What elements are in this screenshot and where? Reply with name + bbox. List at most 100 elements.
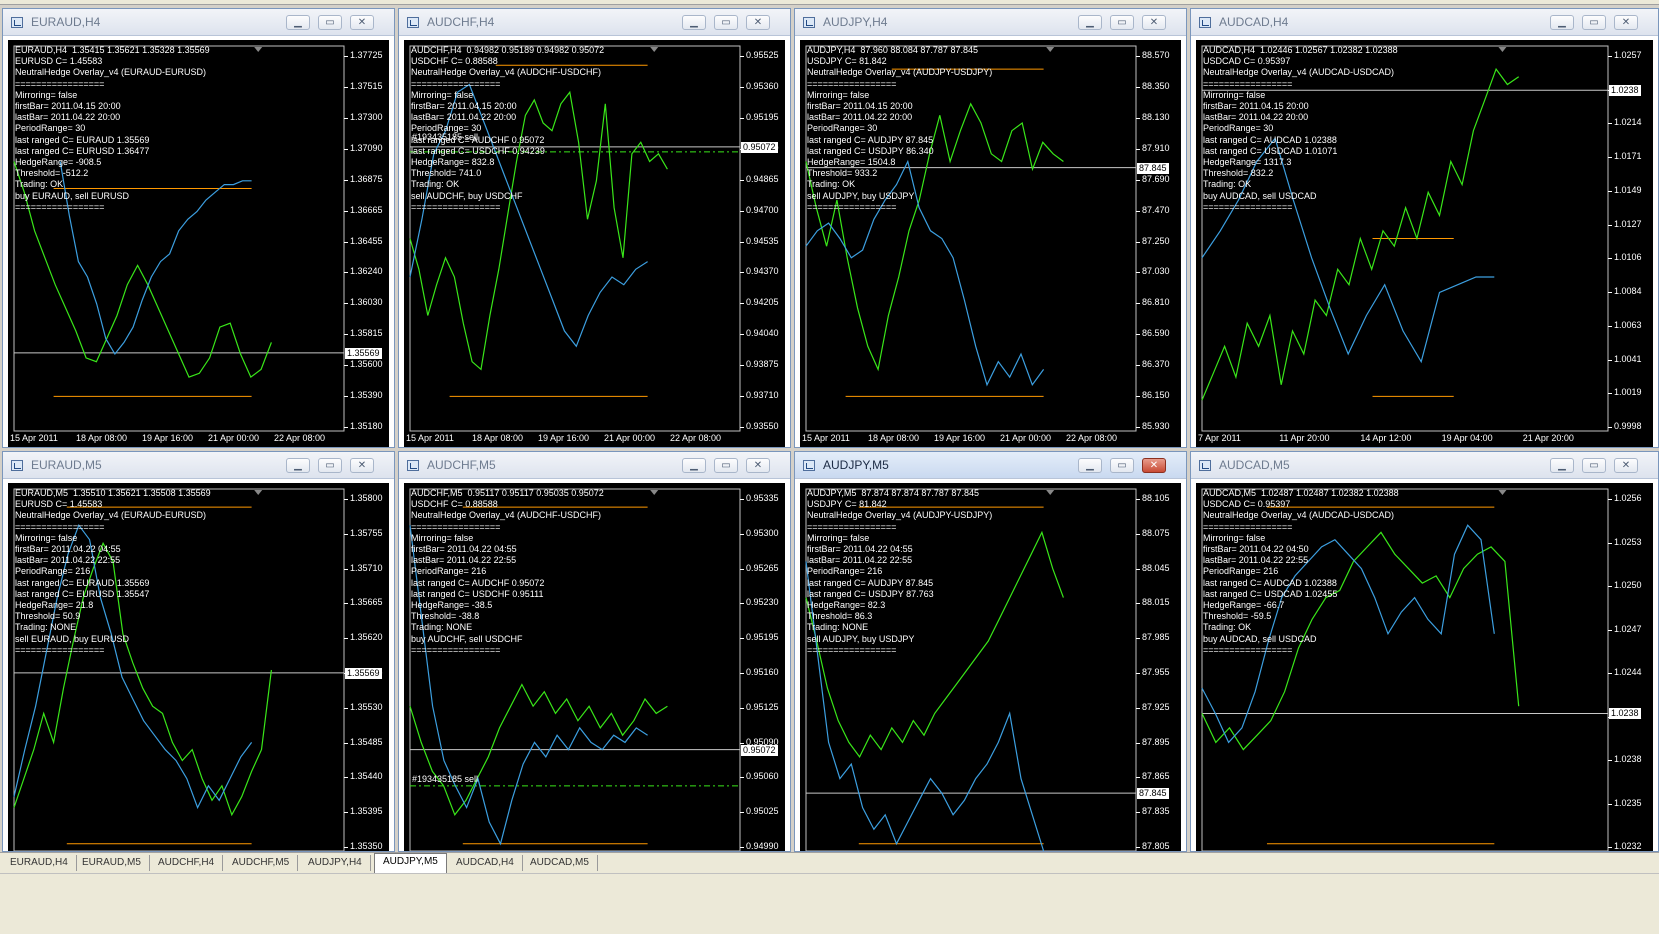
close-button[interactable]: ✕ (1614, 15, 1638, 30)
window-titlebar[interactable]: EURAUD,H4 ▁ ▭ ✕ (3, 9, 394, 36)
chart-tab[interactable]: EURAUD,H4 (2, 855, 77, 871)
chart-window[interactable]: AUDCAD,M5 ▁ ▭ ✕ AUDCAD,M5 1.02487 1.02487 1.… (1190, 451, 1659, 852)
chart-window[interactable]: EURAUD,H4 ▁ ▭ ✕ EURAUD,H4 1.35415 1.35621 1.… (2, 8, 395, 448)
chart-tab[interactable]: AUDCHF,H4 (150, 855, 224, 871)
order-label[interactable]: #193435185 sell (412, 131, 479, 142)
info-line: Threshold= 86.3 (807, 611, 873, 622)
chart-window[interactable]: AUDCHF,H4 ▁ ▭ ✕ AUDCHF,H4 0.94982 0.95189 0.… (398, 8, 791, 448)
maximize-button[interactable]: ▭ (714, 458, 738, 473)
window-titlebar[interactable]: AUDCHF,H4 ▁ ▭ ✕ (399, 9, 790, 36)
time-scale[interactable]: 15 Apr 2011 18 Apr 08:00 19 Apr 16:00 21 Ap… (8, 432, 344, 446)
chart-canvas[interactable]: AUDCAD,H4 1.02446 1.02567 1.02382 1.0238… (1196, 40, 1653, 447)
maximize-button[interactable]: ▭ (1110, 458, 1134, 473)
price-scale[interactable]: 88.105 88.075 88.045 88.015 87.985 87.955 87.9… (1136, 483, 1181, 851)
time-scale[interactable]: 7 Apr 2011 11 Apr 20:00 14 Apr 12:00 19 Apr… (1196, 432, 1608, 446)
price-tick-label: 1.0149 (1608, 184, 1642, 195)
price-scale[interactable]: 1.02561.02531.02501.02471.02441.02411.02… (1608, 483, 1653, 851)
time-tick-label: 21 Apr 00:00 (604, 433, 656, 443)
close-button[interactable]: ✕ (1142, 458, 1166, 473)
window-titlebar[interactable]: AUDCAD,H4 ▁ ▭ ✕ (1191, 9, 1658, 36)
info-line: last ranged C= EURUSD 1.35547 (15, 588, 150, 599)
chart-frame (409, 488, 741, 851)
maximize-button[interactable]: ▭ (1110, 15, 1134, 30)
time-tick-label: 22 Apr 08:00 (1066, 433, 1118, 443)
maximize-button[interactable]: ▭ (318, 458, 342, 473)
chart-canvas[interactable]: AUDCHF,M5 0.95117 0.95117 0.95035 0.9507… (404, 483, 785, 851)
chart-window-icon (1199, 17, 1211, 28)
maximize-button[interactable]: ▭ (1582, 15, 1606, 30)
chart-window-icon (803, 460, 815, 471)
price-scale[interactable]: 0.95335 0.95300 0.95265 0.95230 0.95195 0.951… (740, 483, 785, 851)
price-tick-label: 88.130 (1136, 111, 1170, 122)
window-titlebar[interactable]: AUDJPY,H4 ▁ ▭ ✕ (795, 9, 1186, 36)
chart-window-icon (11, 17, 23, 28)
price-tick-label: 87.910 (1136, 142, 1170, 153)
chart-canvas[interactable]: AUDCHF,H4 0.94982 0.95189 0.94982 0.9507… (404, 40, 785, 447)
price-scale[interactable]: 0.955250.953600.951950.950300.948650.947… (740, 40, 785, 431)
price-scale[interactable]: 1.35800 1.35755 1.35710 1.35665 1.35620 1.355… (344, 483, 389, 851)
chart-shift-marker (1498, 490, 1507, 495)
price-scale[interactable]: 1.0257 1.0214 1.0171 1.0149 1.0127 1.0106 1.00… (1608, 40, 1653, 431)
chart-window[interactable]: AUDJPY,M5 ▁ ▭ ✕ AUDJPY,M5 87.874 87.874 87.7… (794, 451, 1187, 852)
chart-tab[interactable]: EURAUD,M5 (74, 855, 150, 871)
chart-tabs-bar: EURAUD,H4 EURAUD,M5 AUDCHF,H4 AUDCHF,M5 AUDJ… (0, 852, 1659, 873)
info-line: Trading: OK (807, 179, 856, 190)
info-line: Threshold= 50.9 (15, 611, 81, 622)
minimize-button[interactable]: ▁ (1550, 458, 1574, 473)
maximize-button[interactable]: ▭ (318, 15, 342, 30)
chart-shift-marker (1498, 47, 1507, 52)
info-line: Trading: OK (411, 179, 460, 190)
window-titlebar[interactable]: AUDCAD,M5 ▁ ▭ ✕ (1191, 452, 1658, 479)
info-line: USDJPY C= 81.842 (807, 499, 887, 510)
chart-shift-marker (650, 490, 659, 495)
price-tick-label: 1.35530 (344, 701, 383, 712)
price-tick-label: 1.0238 (1608, 754, 1642, 764)
close-button[interactable]: ✕ (350, 458, 374, 473)
info-line: lastBar= 2011.04.22 22:55 (411, 555, 517, 566)
minimize-button[interactable]: ▁ (682, 15, 706, 30)
window-titlebar[interactable]: AUDJPY,M5 ▁ ▭ ✕ (795, 452, 1186, 479)
chart-canvas[interactable]: AUDCAD,M5 1.02487 1.02487 1.02382 1.0238… (1196, 483, 1653, 851)
close-button[interactable]: ✕ (746, 15, 770, 30)
chart-tab[interactable]: AUDCHF,M5 (224, 855, 299, 871)
price-tick-label: 1.0244 (1608, 667, 1642, 677)
chart-window[interactable]: EURAUD,M5 ▁ ▭ ✕ EURAUD,M5 1.35510 1.35621 1.… (2, 451, 395, 852)
time-scale[interactable]: 15 Apr 2011 18 Apr 08:00 19 Apr 16:00 21 Ap… (800, 432, 1136, 446)
price-scale[interactable]: 88.570 88.350 88.130 87.910 87.690 87.470 87.2… (1136, 40, 1181, 431)
time-scale[interactable]: 15 Apr 2011 18 Apr 08:00 19 Apr 16:00 21 Ap… (404, 432, 740, 446)
time-tick-label: 7 Apr 2011 (1198, 433, 1241, 443)
chart-canvas[interactable]: EURAUD,H4 1.35415 1.35621 1.35328 1.3556… (8, 40, 389, 447)
window-titlebar[interactable]: AUDCHF,M5 ▁ ▭ ✕ (399, 452, 790, 479)
price-tick-label: 1.36875 (344, 173, 383, 184)
info-line: last ranged C= AUDJPY 87.845 (807, 577, 934, 588)
chart-tab[interactable]: AUDJPY,M5 (374, 853, 447, 873)
close-button[interactable]: ✕ (350, 15, 374, 30)
close-button[interactable]: ✕ (1142, 15, 1166, 30)
maximize-button[interactable]: ▭ (714, 15, 738, 30)
minimize-button[interactable]: ▁ (286, 15, 310, 30)
minimize-button[interactable]: ▁ (1078, 15, 1102, 30)
price-tick-label: 0.93710 (740, 390, 779, 401)
minimize-button[interactable]: ▁ (1078, 458, 1102, 473)
minimize-button[interactable]: ▁ (286, 458, 310, 473)
chart-canvas[interactable]: AUDJPY,M5 87.874 87.874 87.787 87.845 USD… (800, 483, 1181, 851)
chart-tab[interactable]: AUDCAD,H4 (448, 855, 523, 871)
info-line: NeutralHedge Overlay_v4 (EURAUD-EURUSD) (15, 510, 207, 521)
chart-window[interactable]: AUDCAD,H4 ▁ ▭ ✕ AUDCAD,H4 1.02446 1.02567 1.… (1190, 8, 1659, 448)
chart-window[interactable]: AUDJPY,H4 ▁ ▭ ✕ AUDJPY,H4 87.960 88.084 87.7… (794, 8, 1187, 448)
order-label[interactable]: #193435185 sell (412, 773, 479, 784)
minimize-button[interactable]: ▁ (1550, 15, 1574, 30)
maximize-button[interactable]: ▭ (1582, 458, 1606, 473)
chart-window[interactable]: AUDCHF,M5 ▁ ▭ ✕ AUDCHF,M5 0.95117 0.95117 0.… (398, 451, 791, 852)
close-button[interactable]: ✕ (1614, 458, 1638, 473)
chart-tab[interactable]: AUDJPY,H4 (300, 855, 371, 871)
time-tick-label: 15 Apr 2011 (10, 433, 58, 443)
chart-canvas[interactable]: AUDJPY,H4 87.960 88.084 87.787 87.845 USD… (800, 40, 1181, 447)
chart-canvas[interactable]: EURAUD,M5 1.35510 1.35621 1.35508 1.3556… (8, 483, 389, 851)
minimize-button[interactable]: ▁ (682, 458, 706, 473)
chart-tab[interactable]: AUDCAD,M5 (522, 855, 598, 871)
price-scale[interactable]: 1.37725 1.37515 1.37300 1.37090 1.36875 1.366… (344, 40, 389, 431)
close-button[interactable]: ✕ (746, 458, 770, 473)
info-line: last ranged C= EURAUD 1.35569 (15, 577, 150, 588)
window-titlebar[interactable]: EURAUD,M5 ▁ ▭ ✕ (3, 452, 394, 479)
